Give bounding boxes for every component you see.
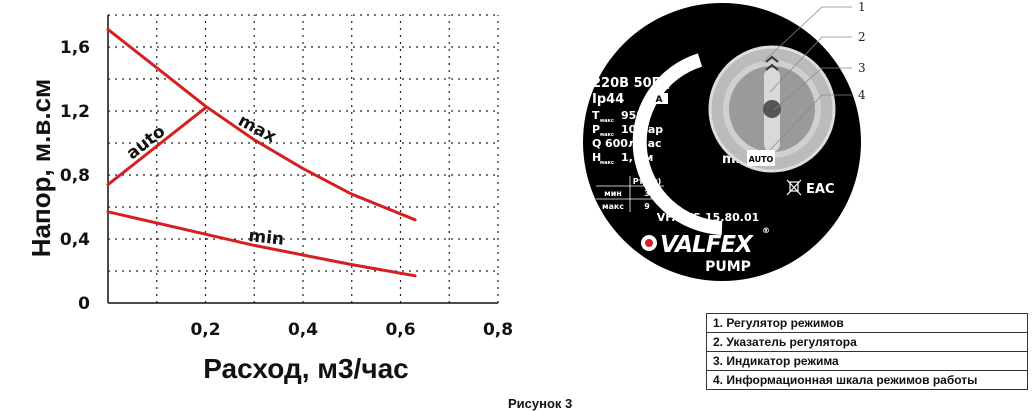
y-tick-label: 0,8 [60, 166, 90, 186]
series-line-auto [106, 106, 207, 187]
callout-2: 2 [858, 30, 866, 44]
legend-item: 3. Индикатор режима [706, 351, 1028, 371]
chart-axes [107, 15, 498, 304]
x-tick-labels: 0,2 0,4 0,6 0,8 [190, 320, 513, 340]
power-table [596, 176, 664, 212]
figure-caption: Рисунок 3 [508, 396, 573, 411]
spec-pressure: P макс 10 бар [592, 123, 663, 138]
valfex-logo-dot [645, 239, 653, 247]
spec-flow: Q 600л/час [592, 137, 662, 150]
svg-text:T: T [592, 109, 600, 122]
model-number: VF.GVS.15.80.01 [657, 211, 760, 224]
legend-row: 3. Индикатор режима [706, 351, 1028, 371]
auto-badge [747, 150, 775, 166]
svg-text:Q: Q [592, 137, 601, 150]
x-tick-label: 0,2 [190, 320, 220, 340]
spec-temp: T макс 95°C [592, 109, 650, 124]
y-tick-label: 0 [78, 294, 90, 314]
legend-item: 1. Регулятор режимов [706, 313, 1028, 333]
power-table-header: Pт(Вт) [633, 177, 662, 186]
legend-row: 4. Информационная шкала режимов работы [706, 370, 1028, 390]
svg-text:макс: макс [600, 118, 614, 124]
power-min-value: 3 [644, 189, 650, 198]
series-line-max [106, 27, 417, 222]
energy-class-label: A [656, 95, 663, 105]
disposal-icon [786, 179, 802, 196]
x-tick-label: 0,6 [385, 320, 415, 340]
power-max-label: макс [602, 202, 624, 211]
svg-text:макс: макс [600, 160, 614, 166]
mode-regulator[interactable] [708, 45, 836, 173]
product-label: PUMP [705, 259, 751, 275]
callout-leaders [762, 6, 852, 151]
y-tick-label: 0,4 [60, 230, 90, 250]
legend-item: 2. Указатель регулятора [706, 332, 1028, 352]
legend-row: 2. Указатель регулятора [706, 332, 1028, 352]
registered-mark: ® [762, 226, 770, 235]
y-tick-label: 1,2 [60, 102, 90, 122]
series-label-min: min [247, 226, 285, 250]
y-tick-labels: 0 0,4 0,8 1,2 1,6 [60, 38, 90, 314]
y-axis-title: Напор, м.в.см [26, 79, 56, 258]
x-axis-title: Расход, м3/час [203, 353, 409, 384]
eac-mark: EAC [806, 182, 834, 197]
energy-class-badge [650, 93, 668, 104]
chart-grid [108, 14, 499, 303]
x-tick-label: 0,8 [483, 320, 513, 340]
brand-logo: VALFEX [660, 232, 754, 258]
legend-item: 4. Информационная шкала режимов работы [706, 370, 1028, 390]
callout-3: 3 [858, 61, 866, 75]
power-max-value: 9 [644, 202, 650, 211]
ip-spec: Ip44 [592, 92, 624, 107]
svg-text:95°C: 95°C [621, 109, 650, 122]
mode-indicator [763, 100, 781, 118]
x-tick-label: 0,4 [288, 320, 318, 340]
callout-4: 4 [858, 88, 866, 102]
svg-text:P: P [592, 123, 600, 136]
spec-head: H макс 1,7 м [592, 151, 653, 166]
callout-1: 1 [858, 0, 866, 14]
svg-text:макс: макс [600, 132, 614, 138]
svg-text:600л/час: 600л/час [605, 137, 662, 150]
dial-auto-label: AUTO [749, 155, 774, 164]
svg-text:10 бар: 10 бар [621, 123, 663, 136]
pump-illustration: max min AUTO 220В 50Гц Ip44 A T макс 95°… [583, 0, 866, 281]
chevron-up-icon [765, 55, 779, 71]
chart-series [106, 27, 417, 278]
y-tick-label: 1,6 [60, 38, 90, 58]
component-legend: 1. Регулятор режимов 2. Указатель регуля… [706, 313, 1028, 390]
power-min-label: мин [604, 189, 622, 198]
mode-scale-arc [632, 53, 723, 235]
series-line-min [106, 210, 417, 278]
svg-text:H: H [592, 151, 601, 164]
pump-curve-chart: 00,40,81,21,6 0,2 0,4 0,6 0,8 auto max min … [26, 14, 513, 384]
voltage-spec: 220В 50Гц [592, 76, 670, 91]
svg-text:1,7 м: 1,7 м [621, 151, 653, 164]
series-labels: auto max min [123, 111, 285, 250]
legend-row: 1. Регулятор режимов [706, 313, 1028, 333]
